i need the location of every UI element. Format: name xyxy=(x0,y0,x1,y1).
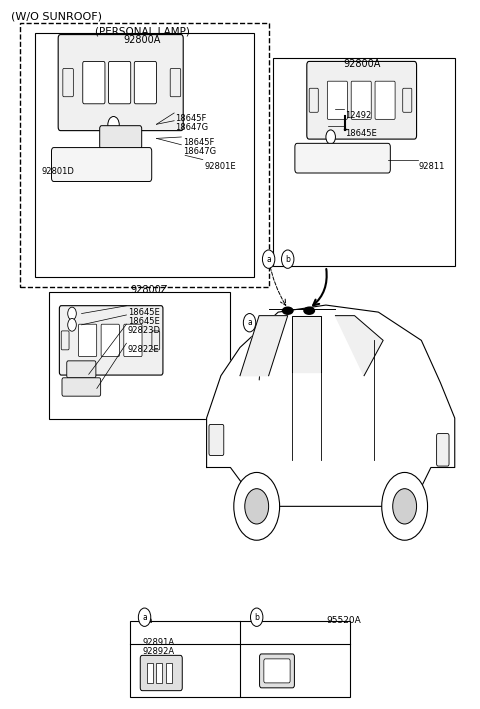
Text: 18645E: 18645E xyxy=(345,128,377,138)
Text: 18647G: 18647G xyxy=(176,123,209,132)
Circle shape xyxy=(281,250,294,268)
Text: (W/O SUNROOF): (W/O SUNROOF) xyxy=(11,12,102,22)
FancyBboxPatch shape xyxy=(403,88,412,112)
FancyBboxPatch shape xyxy=(78,324,96,357)
Text: 92811: 92811 xyxy=(419,162,445,171)
Circle shape xyxy=(138,608,151,626)
Text: b: b xyxy=(256,616,262,625)
Text: a: a xyxy=(142,613,147,622)
Circle shape xyxy=(326,130,336,144)
FancyBboxPatch shape xyxy=(51,147,152,182)
Text: 92800Z: 92800Z xyxy=(131,285,168,295)
Bar xyxy=(21,23,269,287)
Text: 92891A: 92891A xyxy=(143,638,175,647)
FancyBboxPatch shape xyxy=(124,324,142,357)
FancyBboxPatch shape xyxy=(260,654,294,688)
FancyBboxPatch shape xyxy=(264,659,290,683)
Text: a: a xyxy=(247,318,252,328)
FancyBboxPatch shape xyxy=(61,331,69,350)
Ellipse shape xyxy=(282,306,294,315)
FancyBboxPatch shape xyxy=(100,125,142,149)
Text: 92800A: 92800A xyxy=(343,60,380,69)
FancyBboxPatch shape xyxy=(63,69,73,96)
Bar xyxy=(147,663,153,683)
Bar xyxy=(49,292,230,420)
Text: 92823D: 92823D xyxy=(128,326,161,335)
Text: 95520A: 95520A xyxy=(326,616,360,625)
FancyBboxPatch shape xyxy=(134,62,156,104)
FancyBboxPatch shape xyxy=(58,35,183,130)
FancyBboxPatch shape xyxy=(307,62,417,139)
Bar xyxy=(35,33,254,277)
Text: 18645E: 18645E xyxy=(128,308,160,317)
FancyBboxPatch shape xyxy=(351,82,371,119)
Ellipse shape xyxy=(303,306,315,315)
Polygon shape xyxy=(206,305,455,506)
Polygon shape xyxy=(336,316,383,376)
FancyBboxPatch shape xyxy=(327,82,348,119)
FancyBboxPatch shape xyxy=(437,434,449,466)
Circle shape xyxy=(393,489,417,524)
Bar xyxy=(166,663,172,683)
Polygon shape xyxy=(240,316,288,376)
FancyBboxPatch shape xyxy=(375,82,395,119)
FancyBboxPatch shape xyxy=(209,425,224,455)
Bar xyxy=(274,58,455,266)
FancyBboxPatch shape xyxy=(108,62,131,104)
Text: 92892A: 92892A xyxy=(143,647,175,656)
FancyBboxPatch shape xyxy=(62,378,101,396)
Text: 92800A: 92800A xyxy=(123,35,161,45)
FancyBboxPatch shape xyxy=(295,143,390,173)
FancyBboxPatch shape xyxy=(309,88,318,112)
Circle shape xyxy=(245,489,269,524)
FancyBboxPatch shape xyxy=(170,69,180,96)
FancyBboxPatch shape xyxy=(67,361,96,378)
FancyBboxPatch shape xyxy=(83,62,105,104)
Text: 92801E: 92801E xyxy=(204,162,236,171)
FancyBboxPatch shape xyxy=(140,655,182,691)
FancyBboxPatch shape xyxy=(101,324,120,357)
Text: 12492: 12492 xyxy=(345,111,371,120)
Text: b: b xyxy=(254,613,259,622)
Circle shape xyxy=(108,116,119,133)
Circle shape xyxy=(68,307,76,320)
Circle shape xyxy=(234,472,280,540)
Circle shape xyxy=(251,608,263,626)
Text: 92801D: 92801D xyxy=(42,167,75,177)
Circle shape xyxy=(243,313,256,332)
Text: b: b xyxy=(285,255,290,264)
Text: a: a xyxy=(146,616,152,625)
Bar xyxy=(130,621,350,697)
Text: 92822E: 92822E xyxy=(128,345,159,354)
Circle shape xyxy=(263,250,275,268)
Text: 18645F: 18645F xyxy=(183,138,214,147)
Text: a: a xyxy=(266,255,271,264)
Text: 18645E: 18645E xyxy=(128,317,160,326)
Text: 18647G: 18647G xyxy=(183,147,216,156)
Polygon shape xyxy=(292,316,321,372)
Text: 18645F: 18645F xyxy=(176,114,207,123)
Circle shape xyxy=(382,472,428,540)
FancyBboxPatch shape xyxy=(60,306,163,375)
Circle shape xyxy=(68,318,76,331)
Bar xyxy=(156,663,162,683)
Text: (PERSONAL LAMP): (PERSONAL LAMP) xyxy=(95,26,190,36)
FancyBboxPatch shape xyxy=(152,331,160,350)
